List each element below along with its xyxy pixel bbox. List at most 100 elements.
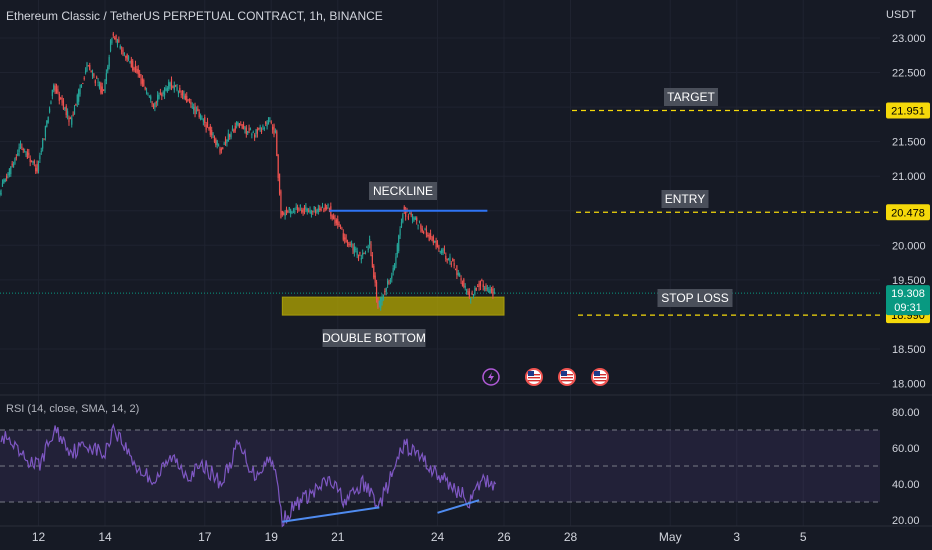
candle-body [400,222,403,227]
candle-body [229,134,231,137]
candle-body [161,93,163,97]
candle-body [273,124,275,135]
candle-body [205,124,207,130]
candle-body [122,49,124,55]
candle-body [481,280,483,282]
candle-body [136,68,138,73]
candle-body [321,206,324,208]
candle-body [193,107,195,111]
double-bottom-zone [281,296,505,316]
candle-body [470,298,472,301]
candle-body [367,248,369,250]
candle-body [176,86,178,91]
stop-loss-label-box [657,289,733,307]
candle-body [267,120,270,125]
time-tick-label: 3 [733,530,740,544]
candle-body [181,90,184,96]
rsi-divergence-line [282,506,380,523]
candle-body [488,290,490,292]
flag-canton [561,371,567,376]
price-tick-label: 23.000 [892,33,926,45]
target-badge-text: 21.951 [891,105,925,117]
candle-body [234,125,236,131]
candle-body [240,124,242,126]
candle-body [166,87,168,92]
candle-body [190,101,192,105]
candle-body [385,287,387,292]
candle-body [454,269,457,271]
candle-body [107,66,109,71]
flag-stripe [528,380,540,382]
candle-body [313,206,315,210]
candle-body [62,100,65,110]
candle-body [24,151,26,153]
candle-body [158,95,160,99]
candle-body [237,122,239,126]
candle-body [395,256,397,265]
candle-body [222,147,224,149]
candle-body [165,89,167,91]
candle-body [312,210,314,212]
us-flag-icon[interactable] [591,368,609,386]
candle-body [391,275,393,279]
candle-body [327,204,329,206]
candle-body [29,158,31,163]
candle-body [274,130,277,133]
candle-body [157,94,159,102]
candle-body [374,275,376,283]
candle-body [1,183,4,187]
candle-body [154,102,156,108]
time-tick-label: 14 [98,530,112,544]
candle-body [35,168,37,172]
candle-body [276,131,278,156]
candle-body [431,237,433,241]
candle-body [172,86,174,88]
candle-body [381,297,383,302]
double-bottom-rect [281,296,505,316]
candle-body [21,146,23,148]
candle-body [479,281,482,287]
candle-body [79,88,81,95]
candle-body [100,83,102,93]
candle-body [393,264,396,270]
double-bottom-label-box [322,329,426,347]
candle-body [129,61,131,63]
rsi-panel[interactable] [0,423,880,528]
candle-body [197,108,199,111]
candle-body [352,244,354,251]
candle-body [6,175,8,179]
candle-body [378,300,380,305]
lightning-icon[interactable] [482,368,500,386]
candle-body [241,124,243,129]
candle-body [441,249,443,254]
candle-body [57,89,59,93]
candle-body [7,173,9,176]
candle-body [338,224,340,226]
candle-body [93,73,95,77]
target-label-box [664,88,718,106]
candle-body [438,245,440,250]
candle-body [485,285,487,292]
rsi-divergence-line [437,499,480,514]
candle-body [91,72,94,77]
candle-body [467,291,469,293]
candle-body [78,89,80,102]
candles[interactable] [0,31,495,311]
candle-body [143,79,145,86]
candle-body [10,166,12,175]
candle-body [472,294,475,296]
currency-label: USDT [886,9,916,21]
candle-body [72,114,74,116]
chart-title: Ethereum Classic / TetherUS PERPETUAL CO… [6,9,383,23]
candle-body [50,101,52,104]
candle-body [259,126,261,130]
candle-body [103,89,105,91]
event-icons[interactable] [482,368,609,386]
candle-body [94,80,96,84]
us-flag-icon[interactable] [558,368,576,386]
us-flag-icon[interactable] [525,368,543,386]
candle-body [403,206,405,212]
candle-body [334,217,336,225]
candle-body [278,173,281,194]
